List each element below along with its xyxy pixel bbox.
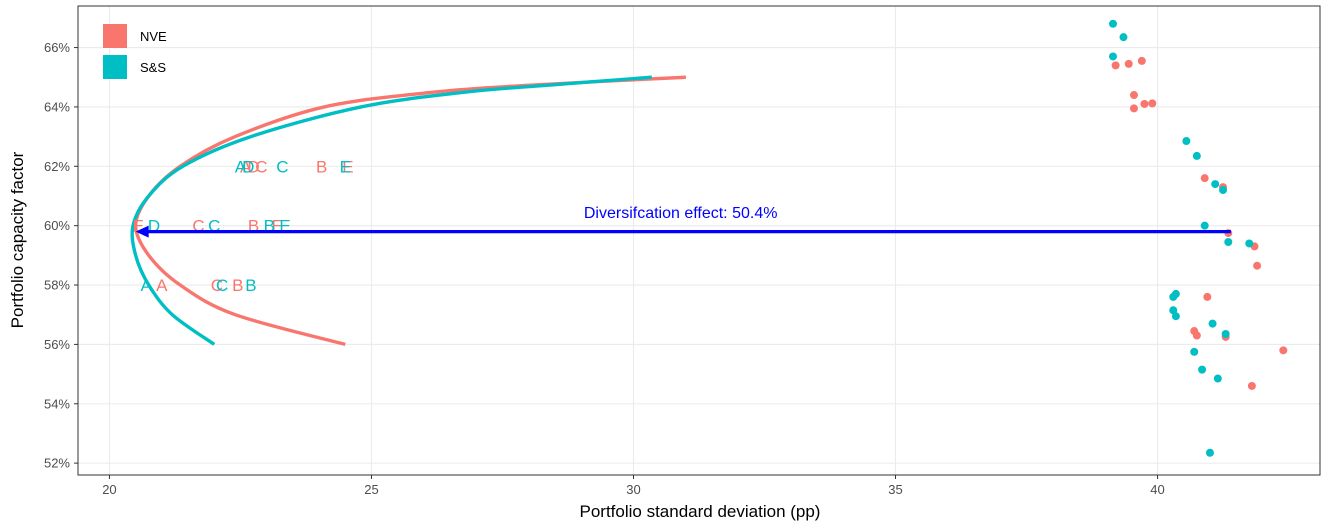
point-ss [1171,289,1180,298]
letter-label: B [232,276,243,295]
point-nve [1137,56,1146,65]
y-tick-label: 56% [44,337,70,352]
point-ss [1109,19,1117,28]
y-tick-label: 58% [44,278,70,293]
y-axis: 52% 54% 56% 58% 60% 62% 64% 66% [44,40,78,471]
legend-key-ss [103,55,127,79]
x-tick-label: 30 [626,482,640,497]
letter-label: E [271,217,282,236]
letter-label: D [242,157,254,176]
x-tick-label: 25 [364,482,378,497]
gridlines [78,6,1320,475]
y-tick-label: 52% [44,456,70,471]
point-nve [1148,99,1157,108]
letter-label: A [156,276,168,295]
point-nve [1129,104,1138,113]
point-nve [1279,346,1288,355]
frontier-line-ss [130,75,652,346]
point-ss [1182,137,1191,146]
x-tick-label: 40 [1150,482,1164,497]
letter-label: A [140,276,152,295]
letter-label: E [133,217,144,236]
point-ss [1171,312,1180,321]
point-nve [1192,331,1201,340]
point-ss [1205,448,1214,457]
letter-label: B [316,157,327,176]
letter-label: B [245,276,256,295]
point-ss [1208,319,1217,328]
x-axis: 20 25 30 35 40 [102,475,1165,497]
point-nve [1111,61,1120,70]
point-nve [1124,59,1133,68]
x-axis-title: Portfolio standard deviation (pp) [580,502,821,521]
letter-label: C [276,157,288,176]
plot-border [77,5,1321,476]
letter-label: A [235,157,247,176]
legend: NVE S&S [103,24,167,79]
diversification-arrowhead [135,225,149,238]
point-ss [1192,151,1201,160]
point-nve [1140,99,1149,108]
letter-label: C [211,276,223,295]
letter-label: B [264,217,275,236]
y-tick-label: 54% [44,396,70,411]
letter-label: B [248,217,259,236]
y-tick-label: 62% [44,159,70,174]
point-ss [1224,237,1233,246]
point-ss [1211,180,1220,189]
diversification-label: Diversifcation effect: 50.4% [584,205,778,222]
point-ss [1213,374,1222,383]
letter-label: C [216,276,228,295]
point-ss [1200,221,1209,230]
letter-label: C [255,157,267,176]
y-tick-label: 66% [44,40,70,55]
letter-label: E [340,157,351,176]
letter-label: A [240,157,252,176]
point-ss [1245,239,1254,248]
letter-label: E [279,217,290,236]
frontier-curves [130,75,686,347]
diversification-annotation: Diversifcation effect: 50.4% [135,205,1231,238]
point-ss [1119,33,1128,42]
x-tick-label: 20 [102,482,116,497]
point-nve [1203,292,1212,301]
point-ss [1109,52,1117,61]
point-ss [1190,347,1199,356]
legend-key-nve [103,24,127,48]
letter-label: E [342,157,353,176]
point-ss [1221,330,1230,339]
legend-label-nve: NVE [140,29,167,44]
point-ss [1219,186,1228,195]
letter-label: D [247,157,259,176]
y-tick-label: 64% [44,99,70,114]
point-nve [1200,174,1209,183]
data-points [1109,19,1288,457]
point-nve [1129,91,1138,100]
plot-panel [78,6,1320,475]
x-tick-label: 35 [888,482,902,497]
point-nve [1247,381,1256,390]
point-nve [1253,261,1262,270]
legend-label-ss: S&S [140,60,166,75]
point-ss [1198,365,1207,374]
y-axis-title: Portfolio capacity factor [8,151,27,328]
y-tick-label: 60% [44,218,70,233]
